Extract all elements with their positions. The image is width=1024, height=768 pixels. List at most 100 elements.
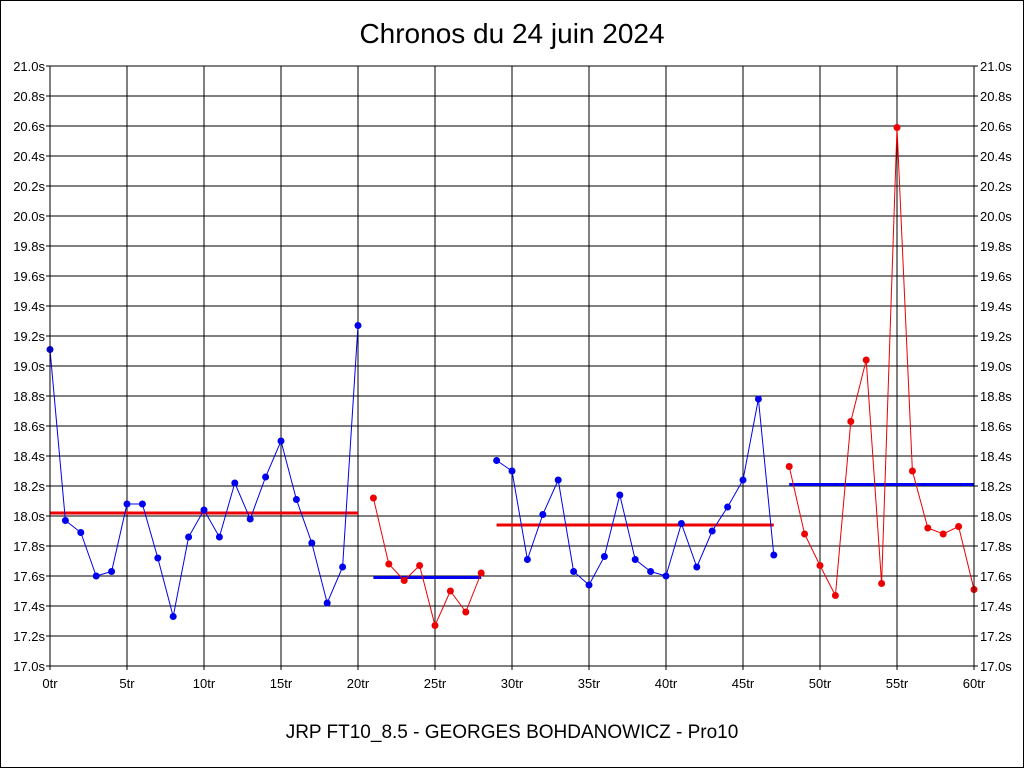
x-tick-label: 60tr	[963, 676, 986, 691]
data-point	[108, 568, 116, 575]
y-tick-label-left: 17.6s	[13, 569, 45, 584]
data-point	[308, 539, 316, 547]
y-tick-label-left: 20.8s	[13, 89, 45, 104]
data-point	[462, 608, 470, 616]
x-tick-label: 50tr	[809, 676, 832, 691]
grid-lines	[49, 65, 975, 667]
data-point	[246, 515, 254, 523]
data-point	[847, 418, 855, 425]
y-tick-label-left: 21.0s	[13, 59, 45, 74]
y-tick-label-right: 20.8s	[980, 89, 1012, 104]
y-tick-label-right: 17.6s	[980, 569, 1012, 584]
data-point	[77, 529, 85, 536]
y-tick-label-right: 17.4s	[980, 599, 1012, 614]
data-point	[292, 496, 300, 503]
data-point	[277, 437, 285, 445]
data-point	[231, 479, 239, 487]
y-tick-label-left: 18.8s	[13, 389, 45, 404]
x-tick-label: 0tr	[42, 676, 58, 691]
y-tick-label-left: 20.0s	[13, 209, 45, 224]
data-point	[878, 580, 886, 587]
data-point	[662, 572, 670, 580]
y-tick-label-right: 19.2s	[980, 329, 1012, 344]
y-tick-label-right: 17.2s	[980, 629, 1012, 644]
y-tick-label-left: 20.4s	[13, 149, 45, 164]
data-point	[801, 530, 809, 538]
y-axis-left: 17.0s 17.2s 17.4s 17.6s 17.8s 18.0s 18.2s 18.4s…	[13, 59, 50, 674]
y-tick-label-right: 20.4s	[980, 149, 1012, 164]
data-point	[708, 527, 716, 535]
data-point	[600, 553, 608, 560]
y-tick-label-right: 18.0s	[980, 509, 1012, 524]
y-tick-label-right: 18.8s	[980, 389, 1012, 404]
data-point	[631, 556, 639, 563]
y-tick-label-left: 20.2s	[13, 179, 45, 194]
data-point	[831, 592, 839, 599]
y-tick-label-right: 19.6s	[980, 269, 1012, 284]
data-point	[123, 500, 131, 508]
series-line	[788, 127, 975, 598]
y-tick-label-left: 17.8s	[13, 539, 45, 554]
data-point	[323, 599, 331, 607]
data-point	[554, 476, 562, 484]
data-point	[446, 587, 454, 595]
x-tick-label: 35tr	[578, 676, 601, 691]
data-point	[477, 569, 485, 577]
data-point	[908, 467, 916, 475]
y-tick-label-right: 18.2s	[980, 479, 1012, 494]
y-tick-label-left: 18.6s	[13, 419, 45, 434]
data-point	[785, 463, 793, 470]
data-point	[939, 530, 947, 538]
x-tick-label: 5tr	[119, 676, 135, 691]
data-point	[508, 467, 516, 475]
data-point	[677, 520, 685, 527]
y-tick-label-left: 19.2s	[13, 329, 45, 344]
y-tick-label-left: 17.4s	[13, 599, 45, 614]
y-tick-label-right: 20.0s	[980, 209, 1012, 224]
data-point	[816, 562, 824, 569]
y-tick-label-left: 20.6s	[13, 119, 45, 134]
y-tick-label-left: 19.0s	[13, 359, 45, 374]
data-point	[493, 457, 501, 464]
chart-footer: JRP FT10_8.5 - GEORGES BOHDANOWICZ - Pro…	[285, 722, 739, 743]
data-point	[570, 568, 578, 575]
data-point	[924, 524, 932, 532]
x-tick-label: 10tr	[193, 676, 216, 691]
y-tick-label-left: 17.2s	[13, 629, 45, 644]
data-point	[693, 563, 701, 571]
data-point	[647, 568, 655, 575]
data-point	[616, 491, 624, 499]
data-point	[893, 124, 901, 131]
y-tick-label-left: 18.4s	[13, 449, 45, 464]
y-tick-label-right: 21.0s	[980, 59, 1012, 74]
data-point	[385, 560, 393, 568]
y-tick-label-left: 19.6s	[13, 269, 45, 284]
x-tick-label: 40tr	[655, 676, 678, 691]
data-point	[92, 572, 100, 580]
plot-border	[49, 65, 975, 667]
data-point	[154, 554, 162, 562]
data-point	[539, 511, 547, 518]
data-point	[169, 613, 177, 620]
data-point	[754, 395, 762, 403]
y-tick-label-right: 17.8s	[980, 539, 1012, 554]
data-point	[138, 500, 146, 508]
data-point	[354, 322, 362, 329]
data-point	[585, 581, 593, 589]
data-point	[770, 551, 778, 559]
data-point	[724, 503, 732, 511]
data-point	[416, 562, 424, 569]
y-tick-label-right: 19.8s	[980, 239, 1012, 254]
x-tick-label: 25tr	[424, 676, 447, 691]
series-line	[372, 497, 482, 628]
x-tick-label: 20tr	[347, 676, 370, 691]
chart-title: Chronos du 24 juin 2024	[359, 18, 665, 49]
data-point	[431, 622, 439, 629]
data-point	[862, 356, 870, 364]
y-tick-label-right: 19.0s	[980, 359, 1012, 374]
y-tick-label-left: 19.4s	[13, 299, 45, 314]
y-tick-label-right: 20.6s	[980, 119, 1012, 134]
data-point	[369, 494, 377, 502]
y-tick-label-left: 18.0s	[13, 509, 45, 524]
data-point	[185, 533, 193, 541]
